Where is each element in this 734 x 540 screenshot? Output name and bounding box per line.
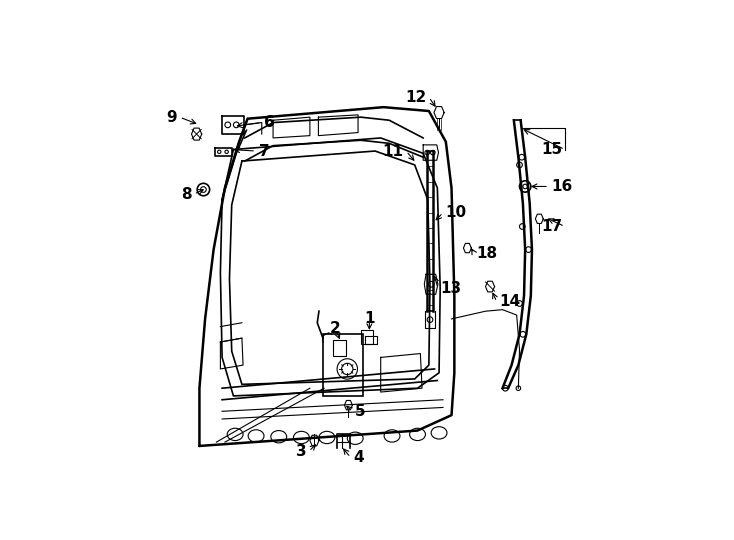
Text: 11: 11 xyxy=(382,144,404,159)
Text: 3: 3 xyxy=(296,444,306,459)
Text: 12: 12 xyxy=(405,90,426,105)
Text: 1: 1 xyxy=(364,312,374,326)
Text: 6: 6 xyxy=(264,115,275,130)
Text: 14: 14 xyxy=(499,294,520,309)
Text: 13: 13 xyxy=(440,281,462,295)
Text: 9: 9 xyxy=(167,110,177,125)
Bar xyxy=(333,340,346,356)
Text: 10: 10 xyxy=(446,205,467,220)
Bar xyxy=(323,334,363,396)
Text: 4: 4 xyxy=(353,450,364,465)
Text: 16: 16 xyxy=(551,179,573,194)
Bar xyxy=(361,330,374,345)
Text: 8: 8 xyxy=(181,187,192,201)
Text: 7: 7 xyxy=(258,144,269,159)
Text: 2: 2 xyxy=(330,321,341,336)
Text: 15: 15 xyxy=(541,142,562,157)
Text: 17: 17 xyxy=(541,219,562,234)
Text: 5: 5 xyxy=(355,404,366,419)
Text: 18: 18 xyxy=(476,246,498,261)
